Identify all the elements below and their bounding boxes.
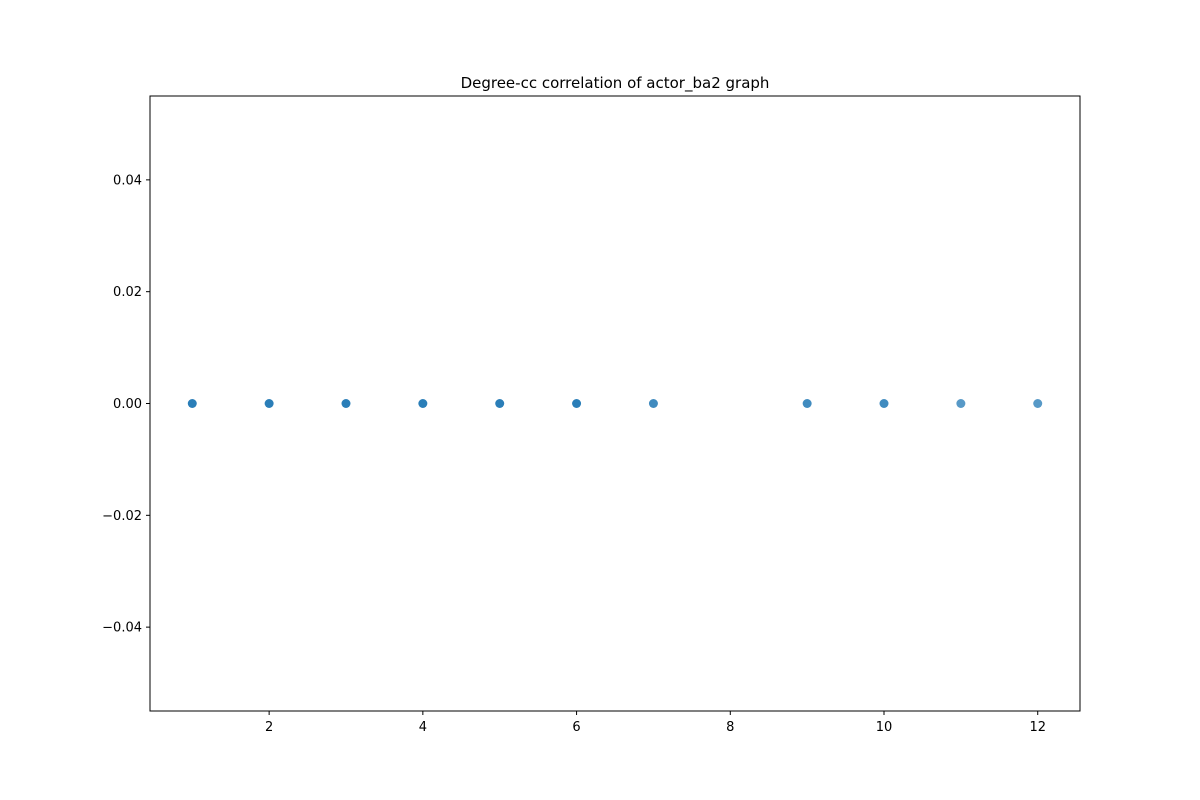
data-point — [879, 399, 889, 408]
data-point — [264, 399, 274, 408]
data-point — [648, 399, 658, 408]
data-point — [495, 399, 505, 408]
y-tick-label: 0.02 — [113, 285, 142, 300]
data-point — [1033, 399, 1043, 408]
plot-frame — [149, 95, 1081, 712]
data-point — [956, 399, 966, 408]
x-tick-label: 2 — [265, 720, 273, 735]
x-tick-label: 10 — [876, 720, 893, 735]
chart-title: Degree-cc correlation of actor_ba2 graph — [461, 74, 770, 93]
y-tick-label: 0.00 — [113, 397, 142, 412]
data-point — [802, 399, 812, 408]
y-axis-ticks: −0.04 −0.02 0.00 0.02 0.04 — [102, 173, 150, 636]
x-tick-label: 6 — [572, 720, 580, 735]
x-tick-label: 12 — [1029, 720, 1046, 735]
x-tick-label: 4 — [419, 720, 427, 735]
data-point — [418, 399, 428, 408]
y-tick-label: −0.04 — [102, 621, 142, 636]
x-tick-label: 8 — [726, 720, 734, 735]
data-point — [572, 399, 582, 408]
data-point — [187, 399, 197, 408]
y-tick-label: −0.02 — [102, 509, 142, 524]
y-tick-label: 0.04 — [113, 173, 142, 188]
points-layer — [187, 399, 1043, 408]
x-axis-ticks: 2 4 6 8 10 12 — [265, 711, 1046, 735]
data-point — [341, 399, 351, 408]
